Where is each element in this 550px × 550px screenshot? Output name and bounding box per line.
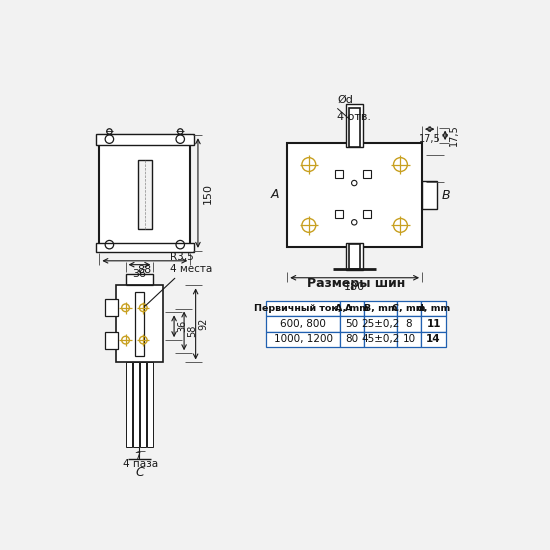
- Text: 36: 36: [177, 320, 187, 332]
- Text: Размеры шин: Размеры шин: [307, 277, 405, 290]
- Bar: [346, 104, 363, 147]
- Bar: [421, 301, 446, 316]
- Text: 150: 150: [202, 183, 212, 204]
- Bar: [104, 332, 118, 349]
- Bar: [364, 301, 397, 316]
- Text: 4 отв.: 4 отв.: [337, 112, 371, 122]
- Bar: [364, 316, 397, 332]
- Text: R3,5
4 места: R3,5 4 места: [145, 252, 212, 306]
- Text: 8: 8: [405, 319, 412, 329]
- Bar: [340, 301, 364, 316]
- Text: 180: 180: [344, 282, 365, 293]
- Text: 45±0,2: 45±0,2: [361, 334, 400, 344]
- Bar: [133, 362, 139, 447]
- Text: 600, 800: 600, 800: [280, 319, 326, 329]
- Text: Ød: Ød: [337, 95, 353, 104]
- Text: B, mm: B, mm: [364, 304, 397, 313]
- Text: d, mm: d, mm: [417, 304, 450, 313]
- Bar: [287, 143, 422, 247]
- Bar: [349, 108, 360, 147]
- Text: C, mm: C, mm: [392, 304, 426, 313]
- Text: 36: 36: [133, 270, 146, 279]
- Bar: [125, 274, 153, 285]
- Text: 17,5: 17,5: [419, 134, 441, 144]
- Text: 25±0,2: 25±0,2: [361, 319, 400, 329]
- Bar: [349, 244, 360, 268]
- Bar: [397, 332, 421, 347]
- Bar: [364, 170, 371, 178]
- Bar: [267, 301, 340, 316]
- Text: A: A: [271, 189, 279, 201]
- Bar: [335, 170, 343, 178]
- Text: 7: 7: [134, 452, 140, 462]
- Text: 10: 10: [403, 334, 415, 344]
- Bar: [138, 160, 152, 229]
- Bar: [364, 210, 371, 218]
- Bar: [267, 316, 340, 332]
- Text: 92: 92: [199, 318, 208, 330]
- Text: 1000, 1200: 1000, 1200: [273, 334, 333, 344]
- Bar: [421, 332, 446, 347]
- Bar: [96, 134, 194, 145]
- Bar: [397, 316, 421, 332]
- Text: 50: 50: [345, 319, 359, 329]
- Bar: [140, 362, 146, 447]
- Bar: [422, 182, 437, 209]
- Bar: [147, 362, 152, 447]
- Bar: [340, 332, 364, 347]
- Text: 14: 14: [426, 334, 441, 344]
- Text: 17,5: 17,5: [449, 124, 459, 146]
- Text: 11: 11: [426, 319, 441, 329]
- Bar: [267, 332, 340, 347]
- Bar: [421, 316, 446, 332]
- Text: 58: 58: [187, 324, 197, 337]
- Text: 4 паза: 4 паза: [123, 459, 158, 470]
- Text: A, mm: A, mm: [335, 304, 369, 313]
- Bar: [135, 292, 144, 356]
- Bar: [340, 316, 364, 332]
- Text: 88: 88: [138, 265, 152, 274]
- Text: B: B: [442, 189, 450, 202]
- Bar: [96, 243, 194, 252]
- Text: C: C: [135, 466, 144, 480]
- Text: Первичный ток, А: Первичный ток, А: [254, 304, 352, 313]
- Bar: [117, 285, 163, 362]
- Bar: [346, 243, 363, 270]
- Bar: [104, 299, 118, 316]
- Bar: [397, 301, 421, 316]
- Bar: [100, 135, 190, 251]
- Bar: [335, 210, 343, 218]
- Bar: [126, 362, 132, 447]
- Text: 80: 80: [345, 334, 359, 344]
- Bar: [364, 332, 397, 347]
